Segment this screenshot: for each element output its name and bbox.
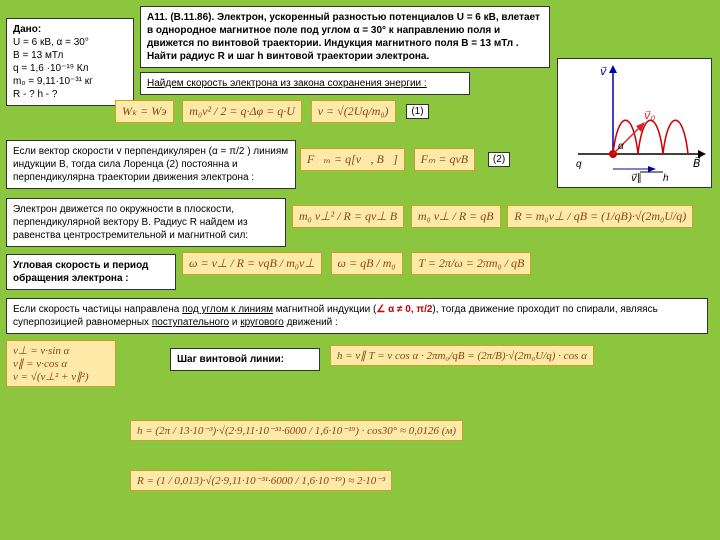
f4c: T = 2π/ω = 2πm₀ / qB xyxy=(411,252,531,275)
step3-box: Электрон движется по окружности в плоско… xyxy=(6,198,286,247)
svg-text:v⃗∥: v⃗∥ xyxy=(631,173,642,184)
step6-box: Шаг винтовой линии: xyxy=(170,348,320,371)
final1: h = (2π / 13·10⁻³)·√(2·9,11·10⁻³¹·6000 /… xyxy=(130,420,463,441)
given-l4: m₀ = 9,11·10⁻³¹ кг xyxy=(13,76,93,87)
step4-box: Угловая скорость и период обращения элек… xyxy=(6,254,176,290)
svg-text:q: q xyxy=(576,159,582,170)
f1b: m₀v² / 2 = q·Δφ = q·U xyxy=(182,100,302,123)
given-l3: q = 1,6 ·10⁻¹⁹ Кл xyxy=(13,63,88,74)
problem-box: А11. (В.11.86). Электрон, ускоренный раз… xyxy=(140,6,550,68)
svg-text:h: h xyxy=(663,173,669,184)
vcomp: v⊥ = v·sin α v∥ = v·cos α v = √(v⊥² + v∥… xyxy=(6,340,116,387)
f1a: Wₖ = Wэ xyxy=(115,100,174,123)
step6-text: Шаг винтовой линии: xyxy=(177,354,284,365)
step3-text: Электрон движется по окружности в плоско… xyxy=(13,204,248,241)
num2: (2) xyxy=(488,152,510,167)
helix-svg: v⃗ B⃗ v⃗₀ α q v⃗∥ h xyxy=(558,59,713,189)
f3c: R = m₀v⊥ / qB = (1/qB)·√(2m₀U/q) xyxy=(507,205,693,228)
f4a: ω = v⊥ / R = vqB / m₀v⊥ xyxy=(182,252,322,275)
given-l1: U = 6 кВ, α = 30° xyxy=(13,37,89,48)
svg-text:v⃗₀: v⃗₀ xyxy=(644,110,656,122)
f1c: v = √(2Uq/m₀) xyxy=(311,100,396,123)
f2b: Fₘ = qvB xyxy=(414,148,476,171)
given-l5: R - ? h - ? xyxy=(13,89,57,100)
step2-box: Если вектор скорости v перпендикулярен (… xyxy=(6,140,296,189)
final2: R = (1 / 0,013)·√(2·9,11·10⁻³¹·6000 / 1,… xyxy=(130,470,392,491)
helix-diagram: v⃗ B⃗ v⃗₀ α q v⃗∥ h xyxy=(557,58,712,188)
svg-text:v⃗: v⃗ xyxy=(600,66,607,78)
num1: (1) xyxy=(406,104,428,119)
step2-text: Если вектор скорости v перпендикулярен (… xyxy=(13,146,288,183)
given-title: Дано: xyxy=(13,24,41,35)
given-box: Дано: U = 6 кВ, α = 30° B = 13 мТл q = 1… xyxy=(6,18,134,106)
f2a: F⃗ₘ = q[v⃗, B⃗] xyxy=(300,148,405,171)
svg-text:α: α xyxy=(618,141,624,152)
problem-text: А11. (В.11.86). Электрон, ускоренный раз… xyxy=(147,12,540,62)
step5-text: Если скорость частицы направлена под угл… xyxy=(13,304,658,328)
given-l2: B = 13 мТл xyxy=(13,50,63,61)
f3b: m₀ v⊥ / R = qB xyxy=(411,205,501,228)
f6a: h = v∥ T = v cos α · 2πm₀/qB = (2π/B)·√(… xyxy=(330,345,594,366)
step5-box: Если скорость частицы направлена под угл… xyxy=(6,298,708,334)
step1-text: Найдем скорость электрона из закона сохр… xyxy=(147,78,427,89)
svg-text:B⃗: B⃗ xyxy=(693,156,701,170)
f3a: m₀ v⊥² / R = qv⊥ B xyxy=(292,205,404,228)
f4b: ω = qB / m₀ xyxy=(331,252,403,275)
step1-box: Найдем скорость электрона из закона сохр… xyxy=(140,72,470,95)
step4-text: Угловая скорость и период обращения элек… xyxy=(13,260,148,284)
